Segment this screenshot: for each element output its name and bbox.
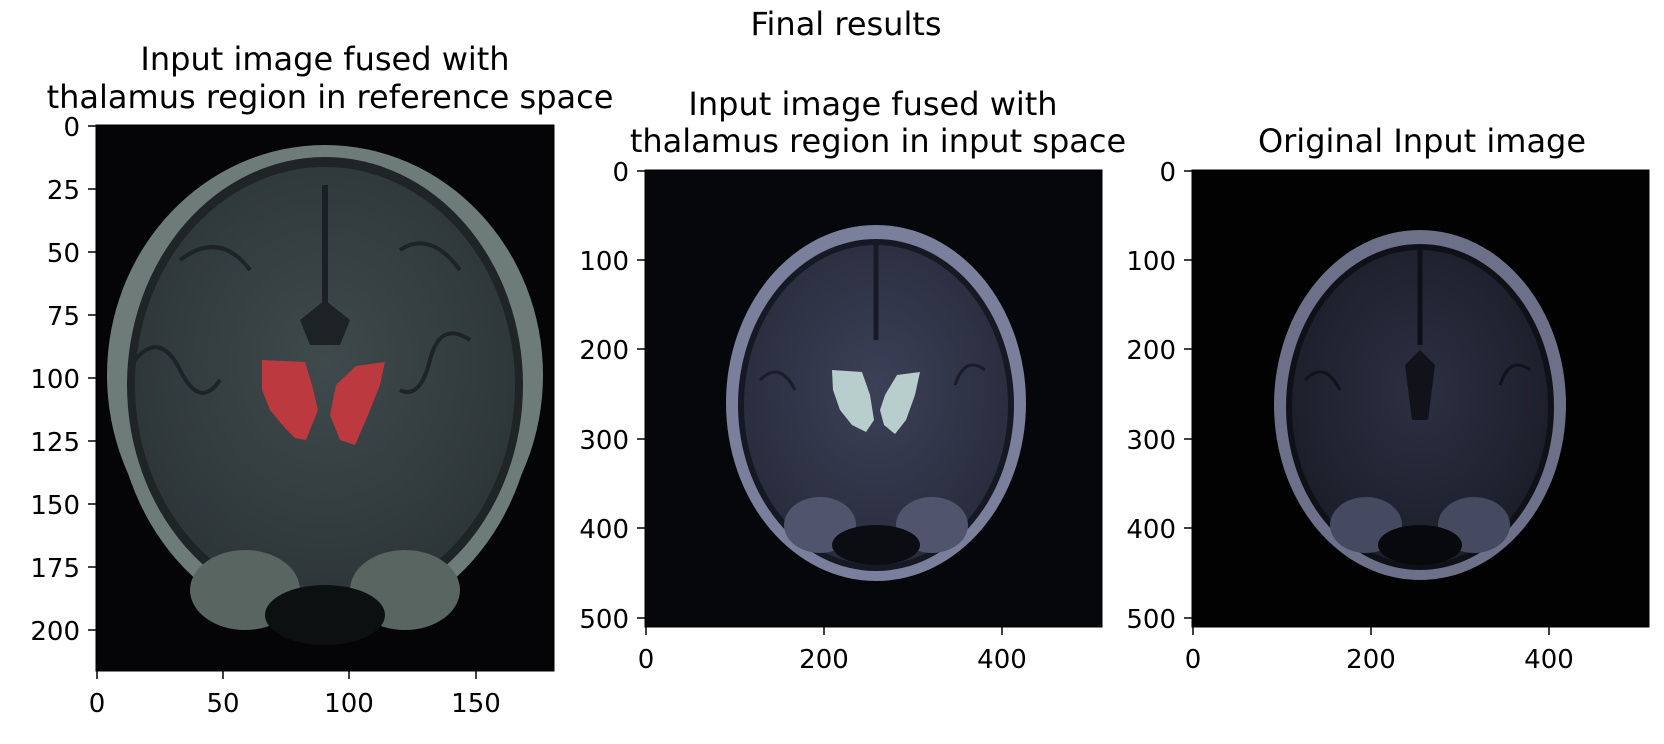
panel-2-y-tick-label: 0 <box>612 158 629 188</box>
panel-1-thalamus-overlay <box>262 360 318 440</box>
panel-1-title-line-1: Input image fused with <box>140 40 509 78</box>
panel-1-x-tick-label: 0 <box>89 689 106 719</box>
panel-1-y-tick-label: 75 <box>47 302 80 332</box>
panel-2-y-axis: 0 100 200 300 400 500 <box>579 158 645 635</box>
panel-3-y-axis: 0 100 200 300 400 500 <box>1126 158 1192 635</box>
panel-3-x-tick-label: 400 <box>1524 645 1574 675</box>
panel-2-x-tick-label: 400 <box>977 645 1027 675</box>
panel-3-y-tick-label: 0 <box>1159 158 1176 188</box>
panel-1-y-tick-label: 200 <box>30 617 80 647</box>
panel-2-y-tick-label: 100 <box>579 247 629 277</box>
panel-3-x-tick-label: 0 <box>1185 645 1202 675</box>
panel-2-x-tick-label: 200 <box>799 645 849 675</box>
panel-reference-space: Input image fused with thalamus region i… <box>30 40 613 719</box>
panel-3-y-tick-label: 200 <box>1126 336 1176 366</box>
panel-1-y-axis: 0 25 50 75 100 125 150 175 200 <box>30 113 96 647</box>
panel-2-x-axis: 0 200 400 <box>638 627 1027 675</box>
panel-1-y-tick-label: 0 <box>63 113 80 143</box>
panel-1-x-tick-label: 150 <box>451 689 501 719</box>
panel-3-y-tick-label: 300 <box>1126 426 1176 456</box>
panel-1-x-axis: 0 50 100 150 <box>89 671 501 719</box>
panel-1-image <box>96 125 554 671</box>
panel-3-y-tick-label: 100 <box>1126 247 1176 277</box>
panel-3-y-tick-label: 500 <box>1126 605 1176 635</box>
panel-3-title: Original Input image <box>1258 122 1586 160</box>
panel-1-y-tick-label: 175 <box>30 554 80 584</box>
panel-2-title-line-2: thalamus region in input space <box>630 122 1126 160</box>
panel-1-y-tick-label: 100 <box>30 365 80 395</box>
panel-2-title-line-1: Input image fused with <box>688 85 1057 123</box>
panel-2-y-tick-label: 400 <box>579 515 629 545</box>
panel-2-thalamus-overlay <box>832 370 874 432</box>
panel-1-title-line-2: thalamus region in reference space <box>47 78 614 116</box>
panel-1-y-tick-label: 125 <box>30 428 80 458</box>
panel-2-y-tick-label: 500 <box>579 605 629 635</box>
panel-2-x-tick-label: 0 <box>638 645 655 675</box>
panel-3-y-tick-label: 400 <box>1126 515 1176 545</box>
panel-2-y-tick-label: 200 <box>579 336 629 366</box>
panel-1-x-tick-label: 50 <box>206 689 239 719</box>
panel-input-space: Input image fused with thalamus region i… <box>579 85 1126 675</box>
panel-1-x-tick-label: 100 <box>324 689 374 719</box>
panel-1-y-tick-label: 25 <box>47 176 80 206</box>
panel-2-y-tick-label: 300 <box>579 426 629 456</box>
panel-3-x-tick-label: 200 <box>1346 645 1396 675</box>
panel-3-image <box>1192 170 1649 627</box>
panel-1-y-tick-label: 150 <box>30 491 80 521</box>
panel-1-y-tick-label: 50 <box>47 239 80 269</box>
panel-2-image <box>645 170 1102 627</box>
figure-suptitle: Final results <box>750 5 941 43</box>
panel-original-input: Original Input image 0 100 200 300 4 <box>1126 122 1650 675</box>
panel-3-x-axis: 0 200 400 <box>1185 627 1574 675</box>
